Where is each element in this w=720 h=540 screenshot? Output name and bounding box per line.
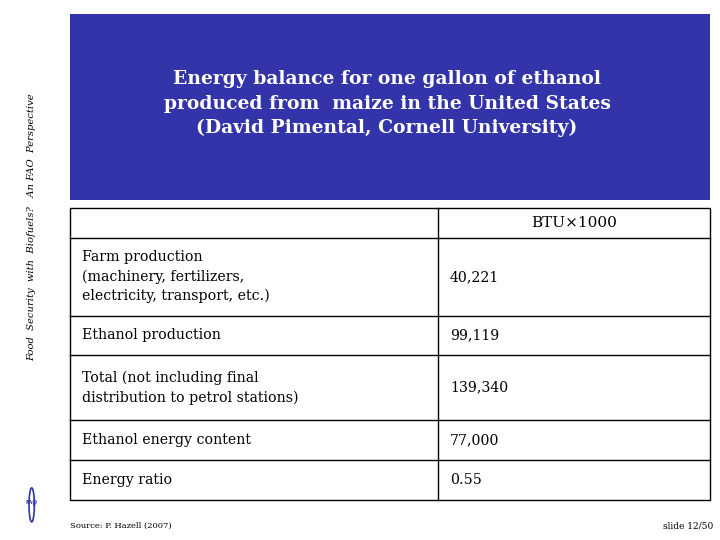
Text: Energy balance for one gallon of ethanol
produced from  maize in the United Stat: Energy balance for one gallon of ethanol… — [163, 70, 611, 138]
Text: 139,340: 139,340 — [450, 381, 508, 395]
Text: 99,119: 99,119 — [450, 328, 499, 342]
Text: 0.55: 0.55 — [450, 472, 482, 487]
Text: BTU×1000: BTU×1000 — [531, 216, 617, 230]
Bar — [70, 14, 710, 200]
Text: Ethanol production: Ethanol production — [82, 328, 220, 342]
Text: Source: P. Hazell (2007): Source: P. Hazell (2007) — [70, 522, 171, 530]
Text: Ethanol energy content: Ethanol energy content — [82, 433, 251, 447]
Text: Energy ratio: Energy ratio — [82, 472, 172, 487]
Bar — [70, 208, 710, 500]
Text: Food  Security  with  Biofuels?   An FAO  Perspective: Food Security with Biofuels? An FAO Pers… — [27, 93, 36, 361]
Text: FAO: FAO — [26, 500, 37, 505]
Text: Total (not including final
distribution to petrol stations): Total (not including final distribution … — [82, 371, 298, 404]
Text: slide 12/50: slide 12/50 — [663, 521, 714, 530]
Text: 77,000: 77,000 — [450, 433, 500, 447]
Text: 40,221: 40,221 — [450, 270, 499, 284]
Text: Farm production
(machinery, fertilizers,
electricity, transport, etc.): Farm production (machinery, fertilizers,… — [82, 251, 269, 303]
